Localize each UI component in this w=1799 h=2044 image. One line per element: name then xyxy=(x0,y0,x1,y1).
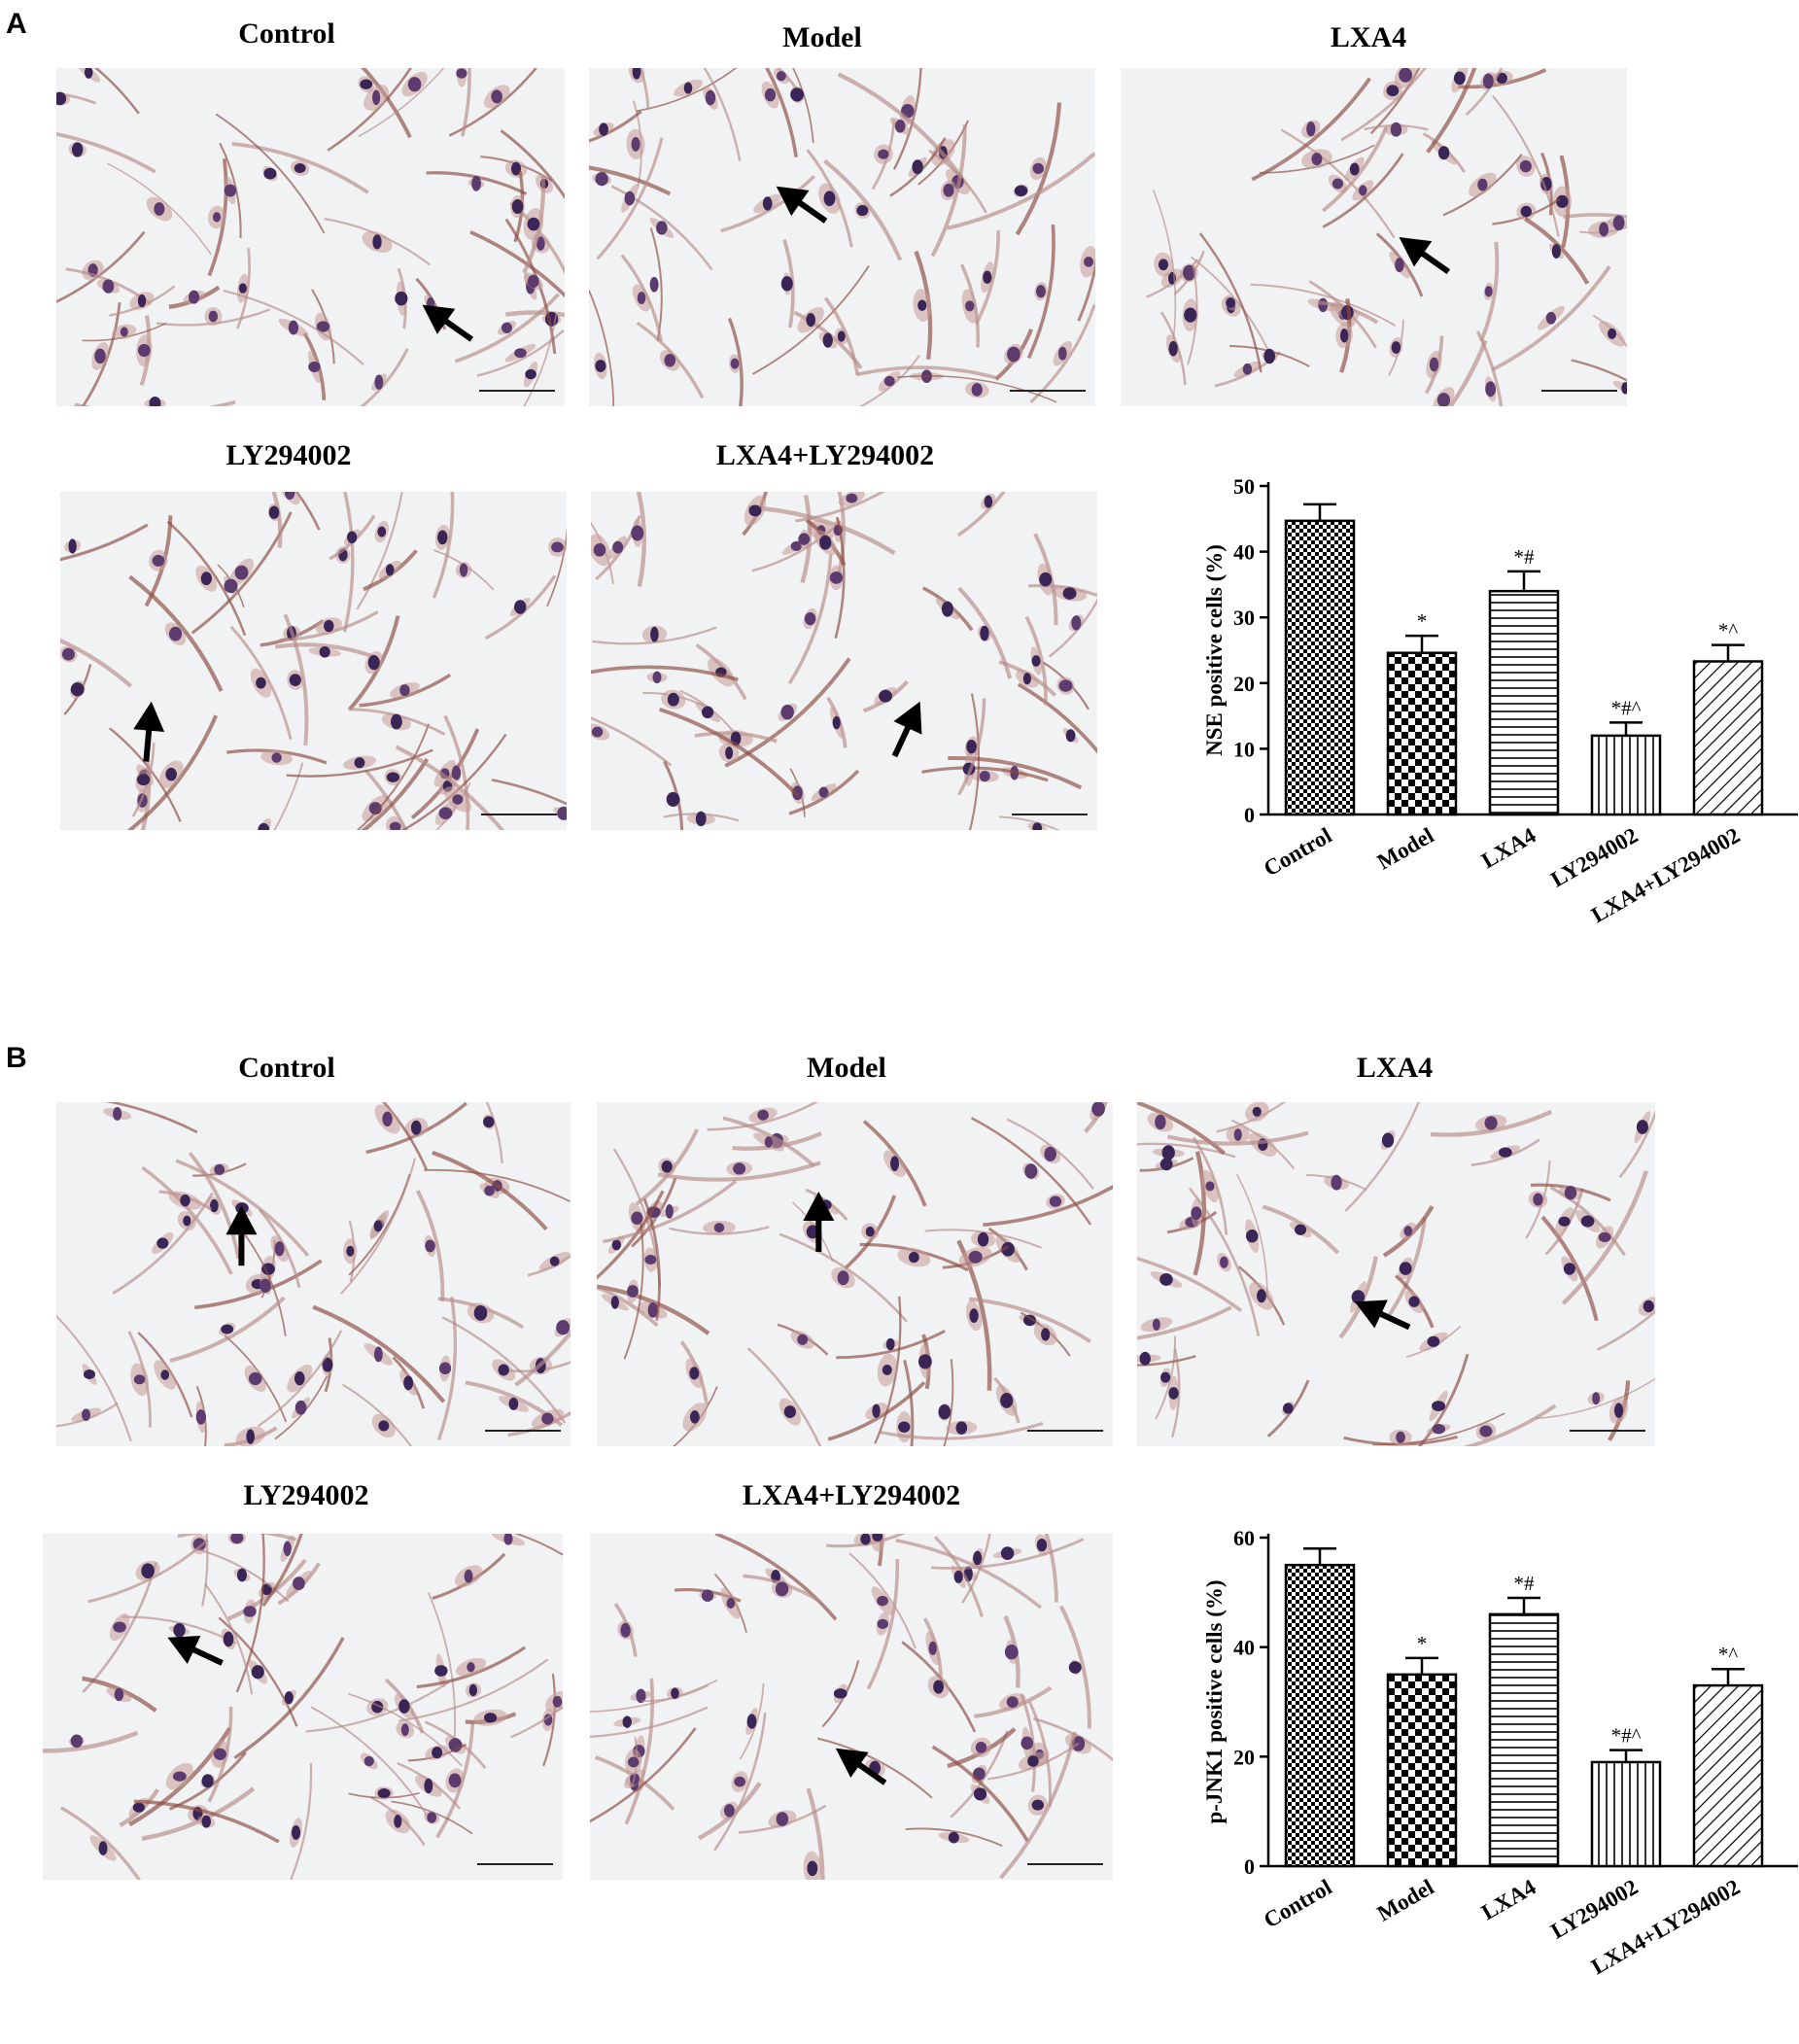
x-tick-label: LY294002 xyxy=(1546,1875,1642,1944)
y-tick-label: 10 xyxy=(1233,737,1255,761)
pointer-arrow-icon xyxy=(891,701,922,758)
panel-letter-b: B xyxy=(6,1042,27,1074)
bar xyxy=(1284,519,1356,816)
bar xyxy=(1692,660,1764,816)
pointer-arrow-icon xyxy=(776,186,828,224)
cell-cluster xyxy=(60,492,567,830)
pointer-arrow-icon xyxy=(835,1748,887,1785)
x-tick-label: Model xyxy=(1373,823,1438,875)
y-axis-label: p-JNK1 positive cells (%) xyxy=(1202,1579,1227,1823)
pointer-arrow-icon xyxy=(167,1635,224,1666)
image-label-lxa4-ly294002-a: LXA4+LY294002 xyxy=(715,439,935,471)
image-label-control-a: Control xyxy=(238,17,335,50)
y-axis-label: NSE positive cells (%) xyxy=(1202,544,1227,756)
y-tick-label: 50 xyxy=(1233,474,1255,499)
micrograph-ly294002-a xyxy=(60,492,567,830)
cell-cluster xyxy=(590,1534,1113,1880)
x-tick-label: LXA4 xyxy=(1477,1874,1540,1924)
bar xyxy=(1284,1563,1356,1868)
bar xyxy=(1692,1683,1764,1868)
x-tick-label: LY294002 xyxy=(1546,823,1642,892)
micrograph-model-a xyxy=(589,68,1095,406)
micrograph-ly294002-b xyxy=(43,1534,563,1880)
y-tick-label: 20 xyxy=(1233,672,1255,696)
y-tick-label: 20 xyxy=(1233,1745,1255,1769)
micrograph-lxa4-b xyxy=(1137,1102,1655,1446)
pointer-arrow-icon xyxy=(133,701,165,762)
y-tick-label: 40 xyxy=(1233,1636,1255,1660)
bar xyxy=(1590,1760,1662,1868)
image-label-lxa4-ly294002-b: LXA4+LY294002 xyxy=(742,1479,961,1511)
image-label-lxa4-b: LXA4 xyxy=(1356,1052,1434,1084)
bar xyxy=(1386,1673,1458,1868)
pointer-arrow-icon xyxy=(803,1192,835,1253)
y-tick-label: 0 xyxy=(1244,1854,1255,1879)
cell-cluster xyxy=(589,68,1095,406)
image-label-model-b: Model xyxy=(807,1052,886,1084)
bar-chart-nse: 0 10 20 30 40 50 NSE positive cells (%) Control… xyxy=(1202,474,1798,927)
micrograph-model-b xyxy=(597,1102,1113,1446)
pointer-arrow-icon xyxy=(1399,237,1451,275)
cell-cluster xyxy=(56,68,565,406)
bar xyxy=(1590,734,1662,816)
image-label-ly294002-b: LY294002 xyxy=(243,1479,369,1511)
cell-cluster xyxy=(1146,68,1627,406)
significance-label: *# xyxy=(1514,1572,1536,1595)
image-label-control-b: Control xyxy=(238,1052,335,1084)
pointer-arrow-icon xyxy=(422,304,474,342)
x-tick-label: LXA4 xyxy=(1477,822,1540,873)
y-tick-label: 40 xyxy=(1233,540,1255,565)
significance-label: * xyxy=(1417,609,1428,633)
pointer-arrow-icon xyxy=(225,1205,258,1266)
x-tick-label: Control xyxy=(1260,1875,1336,1933)
y-tick-label: 30 xyxy=(1233,606,1255,630)
image-label-lxa4-a: LXA4 xyxy=(1330,21,1407,53)
significance-label: * xyxy=(1417,1632,1428,1655)
bar xyxy=(1488,589,1560,816)
significance-label: *# xyxy=(1514,545,1536,569)
bar xyxy=(1386,651,1458,816)
image-label-model-a: Model xyxy=(782,21,862,53)
image-label-ly294002-a: LY294002 xyxy=(225,439,352,471)
panel-letter-a: A xyxy=(6,8,27,40)
bar-chart-p-jnk1: 0 20 40 60 p-JNK1 positive cells (%) Control *… xyxy=(1202,1526,1798,1979)
micrograph-control-b xyxy=(56,1102,571,1446)
micrograph-lxa4-ly294002-b xyxy=(590,1534,1113,1880)
y-tick-label: 60 xyxy=(1233,1526,1255,1550)
y-tick-label: 0 xyxy=(1244,803,1255,827)
significance-label: *#^ xyxy=(1611,696,1642,719)
x-tick-label: Model xyxy=(1373,1875,1438,1926)
significance-label: *^ xyxy=(1718,619,1739,642)
micrograph-lxa4-a xyxy=(1121,68,1627,406)
bar xyxy=(1488,1612,1560,1868)
cell-cluster xyxy=(591,492,1097,830)
significance-label: *#^ xyxy=(1611,1724,1642,1748)
cell-cluster xyxy=(597,1102,1113,1446)
micrograph-lxa4-ly294002-a xyxy=(591,492,1097,830)
significance-label: *^ xyxy=(1718,1643,1739,1666)
cell-cluster xyxy=(43,1534,563,1880)
micrograph-control-a xyxy=(56,68,565,406)
cell-cluster xyxy=(1137,1102,1655,1446)
cell-cluster xyxy=(56,1102,571,1446)
x-tick-label: Control xyxy=(1260,823,1336,882)
pointer-arrow-icon xyxy=(1354,1299,1411,1331)
